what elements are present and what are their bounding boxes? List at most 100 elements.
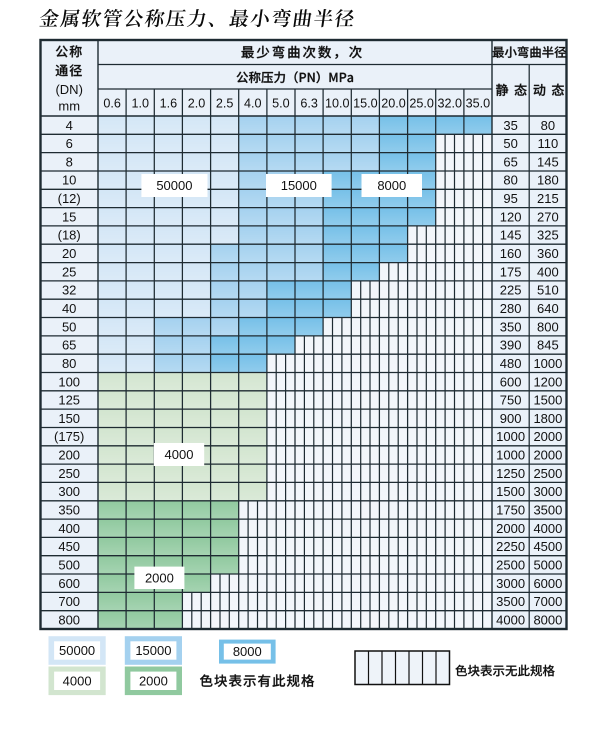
svg-text:3000: 3000 xyxy=(496,576,525,591)
svg-text:400: 400 xyxy=(537,264,559,279)
svg-text:1800: 1800 xyxy=(533,411,562,426)
svg-text:145: 145 xyxy=(537,154,559,169)
svg-text:4: 4 xyxy=(66,118,73,133)
svg-text:6.3: 6.3 xyxy=(300,96,318,110)
svg-text:10: 10 xyxy=(62,173,76,188)
svg-text:800: 800 xyxy=(537,319,559,334)
svg-text:35.0: 35.0 xyxy=(466,96,491,110)
svg-text:8000: 8000 xyxy=(233,644,262,659)
svg-text:750: 750 xyxy=(500,393,522,408)
svg-text:1500: 1500 xyxy=(533,393,562,408)
svg-text:360: 360 xyxy=(537,246,559,261)
svg-text:145: 145 xyxy=(500,228,522,243)
svg-text:160: 160 xyxy=(500,246,522,261)
svg-text:15000: 15000 xyxy=(281,178,317,193)
svg-text:640: 640 xyxy=(537,301,559,316)
svg-text:6: 6 xyxy=(66,136,73,151)
svg-text:280: 280 xyxy=(500,301,522,316)
svg-text:6000: 6000 xyxy=(533,576,562,591)
svg-text:(18): (18) xyxy=(58,228,81,243)
svg-text:845: 845 xyxy=(537,338,559,353)
svg-text:8: 8 xyxy=(66,154,73,169)
svg-text:15.0: 15.0 xyxy=(353,96,378,110)
svg-text:700: 700 xyxy=(58,594,80,609)
svg-text:300: 300 xyxy=(58,484,80,499)
svg-text:4500: 4500 xyxy=(533,539,562,554)
svg-text:2.0: 2.0 xyxy=(188,96,206,110)
svg-text:600: 600 xyxy=(58,576,80,591)
svg-text:0.6: 0.6 xyxy=(103,96,121,110)
svg-text:2000: 2000 xyxy=(533,448,562,463)
svg-text:350: 350 xyxy=(500,319,522,334)
svg-text:50: 50 xyxy=(503,136,517,151)
svg-text:80: 80 xyxy=(541,118,555,133)
svg-text:150: 150 xyxy=(58,411,80,426)
svg-text:3000: 3000 xyxy=(533,484,562,499)
svg-text:400: 400 xyxy=(58,521,80,536)
svg-text:175: 175 xyxy=(500,264,522,279)
svg-text:5000: 5000 xyxy=(533,558,562,573)
svg-text:35: 35 xyxy=(503,118,517,133)
svg-text:2500: 2500 xyxy=(496,558,525,573)
svg-text:(DN): (DN) xyxy=(55,82,82,97)
svg-text:5.0: 5.0 xyxy=(272,96,290,110)
svg-text:100: 100 xyxy=(58,374,80,389)
svg-text:4000: 4000 xyxy=(165,447,194,462)
svg-text:1750: 1750 xyxy=(496,503,525,518)
svg-text:4.0: 4.0 xyxy=(244,96,262,110)
svg-text:20.0: 20.0 xyxy=(381,96,406,110)
svg-text:1250: 1250 xyxy=(496,466,525,481)
svg-text:65: 65 xyxy=(503,154,517,169)
svg-text:50: 50 xyxy=(62,319,76,334)
svg-text:2250: 2250 xyxy=(496,539,525,554)
svg-text:1000: 1000 xyxy=(496,429,525,444)
svg-text:225: 225 xyxy=(500,283,522,298)
svg-text:1.6: 1.6 xyxy=(160,96,178,110)
svg-text:95: 95 xyxy=(503,191,517,206)
svg-text:250: 250 xyxy=(58,466,80,481)
svg-text:32: 32 xyxy=(62,283,76,298)
svg-text:120: 120 xyxy=(500,209,522,224)
svg-text:215: 215 xyxy=(537,191,559,206)
svg-text:65: 65 xyxy=(62,338,76,353)
svg-text:80: 80 xyxy=(62,356,76,371)
svg-text:1.0: 1.0 xyxy=(131,96,149,110)
svg-text:1500: 1500 xyxy=(496,484,525,499)
svg-text:mm: mm xyxy=(58,99,80,114)
svg-text:2000: 2000 xyxy=(496,521,525,536)
svg-text:4000: 4000 xyxy=(63,673,92,688)
svg-text:350: 350 xyxy=(58,503,80,518)
svg-text:480: 480 xyxy=(500,356,522,371)
svg-text:2.5: 2.5 xyxy=(216,96,234,110)
svg-text:80: 80 xyxy=(503,173,517,188)
svg-text:800: 800 xyxy=(58,612,80,627)
svg-text:(12): (12) xyxy=(58,191,81,206)
svg-text:4000: 4000 xyxy=(496,612,525,627)
svg-text:450: 450 xyxy=(58,539,80,554)
svg-text:900: 900 xyxy=(500,411,522,426)
svg-text:1000: 1000 xyxy=(533,356,562,371)
svg-text:50000: 50000 xyxy=(59,643,95,658)
svg-text:390: 390 xyxy=(500,338,522,353)
svg-text:10.0: 10.0 xyxy=(325,96,350,110)
svg-text:325: 325 xyxy=(537,228,559,243)
svg-text:510: 510 xyxy=(537,283,559,298)
svg-text:25: 25 xyxy=(62,264,76,279)
svg-text:110: 110 xyxy=(538,136,559,151)
svg-text:40: 40 xyxy=(62,301,76,316)
svg-text:270: 270 xyxy=(537,209,559,224)
svg-text:180: 180 xyxy=(537,173,559,188)
svg-text:2000: 2000 xyxy=(533,429,562,444)
svg-text:20: 20 xyxy=(62,246,76,261)
svg-text:15000: 15000 xyxy=(135,643,171,658)
svg-text:8000: 8000 xyxy=(533,612,562,627)
svg-text:2500: 2500 xyxy=(533,466,562,481)
svg-text:7000: 7000 xyxy=(533,594,562,609)
svg-text:8000: 8000 xyxy=(377,178,406,193)
svg-text:3500: 3500 xyxy=(533,503,562,518)
svg-text:600: 600 xyxy=(500,374,522,389)
svg-text:50000: 50000 xyxy=(156,178,192,193)
svg-text:1000: 1000 xyxy=(496,448,525,463)
svg-text:15: 15 xyxy=(62,209,76,224)
svg-text:1200: 1200 xyxy=(533,374,562,389)
